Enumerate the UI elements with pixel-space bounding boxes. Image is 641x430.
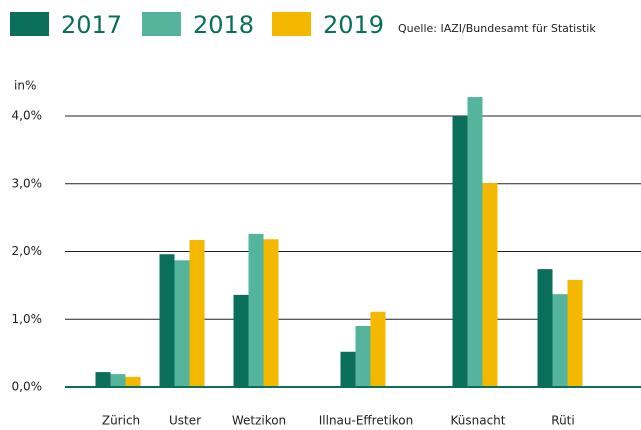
bar — [370, 311, 386, 387]
x-tick-label: Uster — [169, 414, 201, 427]
legend-label: 2017 — [61, 11, 122, 39]
bar — [552, 294, 568, 387]
bar — [567, 279, 583, 387]
x-tick-label: Zürich — [102, 414, 140, 427]
bar — [189, 239, 205, 387]
source: Quelle: IAZI/Bundesamt für Statistik — [398, 22, 596, 35]
x-tick-label: Rüti — [551, 414, 574, 427]
bar — [355, 326, 371, 387]
legend-swatch — [142, 12, 181, 36]
y-axis-label: in% — [14, 79, 36, 93]
bar — [263, 239, 279, 387]
x-tick-label: Illnau-Effretikon — [319, 414, 414, 427]
bar — [482, 183, 498, 387]
bar — [174, 260, 190, 387]
legend-swatch — [272, 12, 311, 36]
bar — [340, 351, 356, 387]
y-tick-label: 1,0% — [12, 312, 43, 326]
bar — [467, 97, 483, 387]
x-tick-label: Wetzikon — [232, 414, 286, 427]
bar — [452, 116, 468, 387]
y-tick-label: 4,0% — [12, 109, 43, 123]
bar — [233, 294, 249, 387]
bar — [159, 254, 175, 387]
y-tick-label: 2,0% — [12, 244, 43, 258]
legend-label: 2018 — [193, 11, 254, 39]
x-tick-label: Küsnacht — [451, 414, 506, 427]
y-tick-label: 3,0% — [12, 176, 43, 190]
y-tick-label: 0,0% — [12, 380, 43, 394]
legend-swatch — [10, 12, 49, 36]
bar — [537, 269, 553, 387]
bar — [110, 374, 126, 387]
bar — [95, 372, 111, 387]
bar — [125, 376, 141, 387]
legend-label: 2019 — [323, 11, 384, 39]
bar — [248, 233, 264, 387]
